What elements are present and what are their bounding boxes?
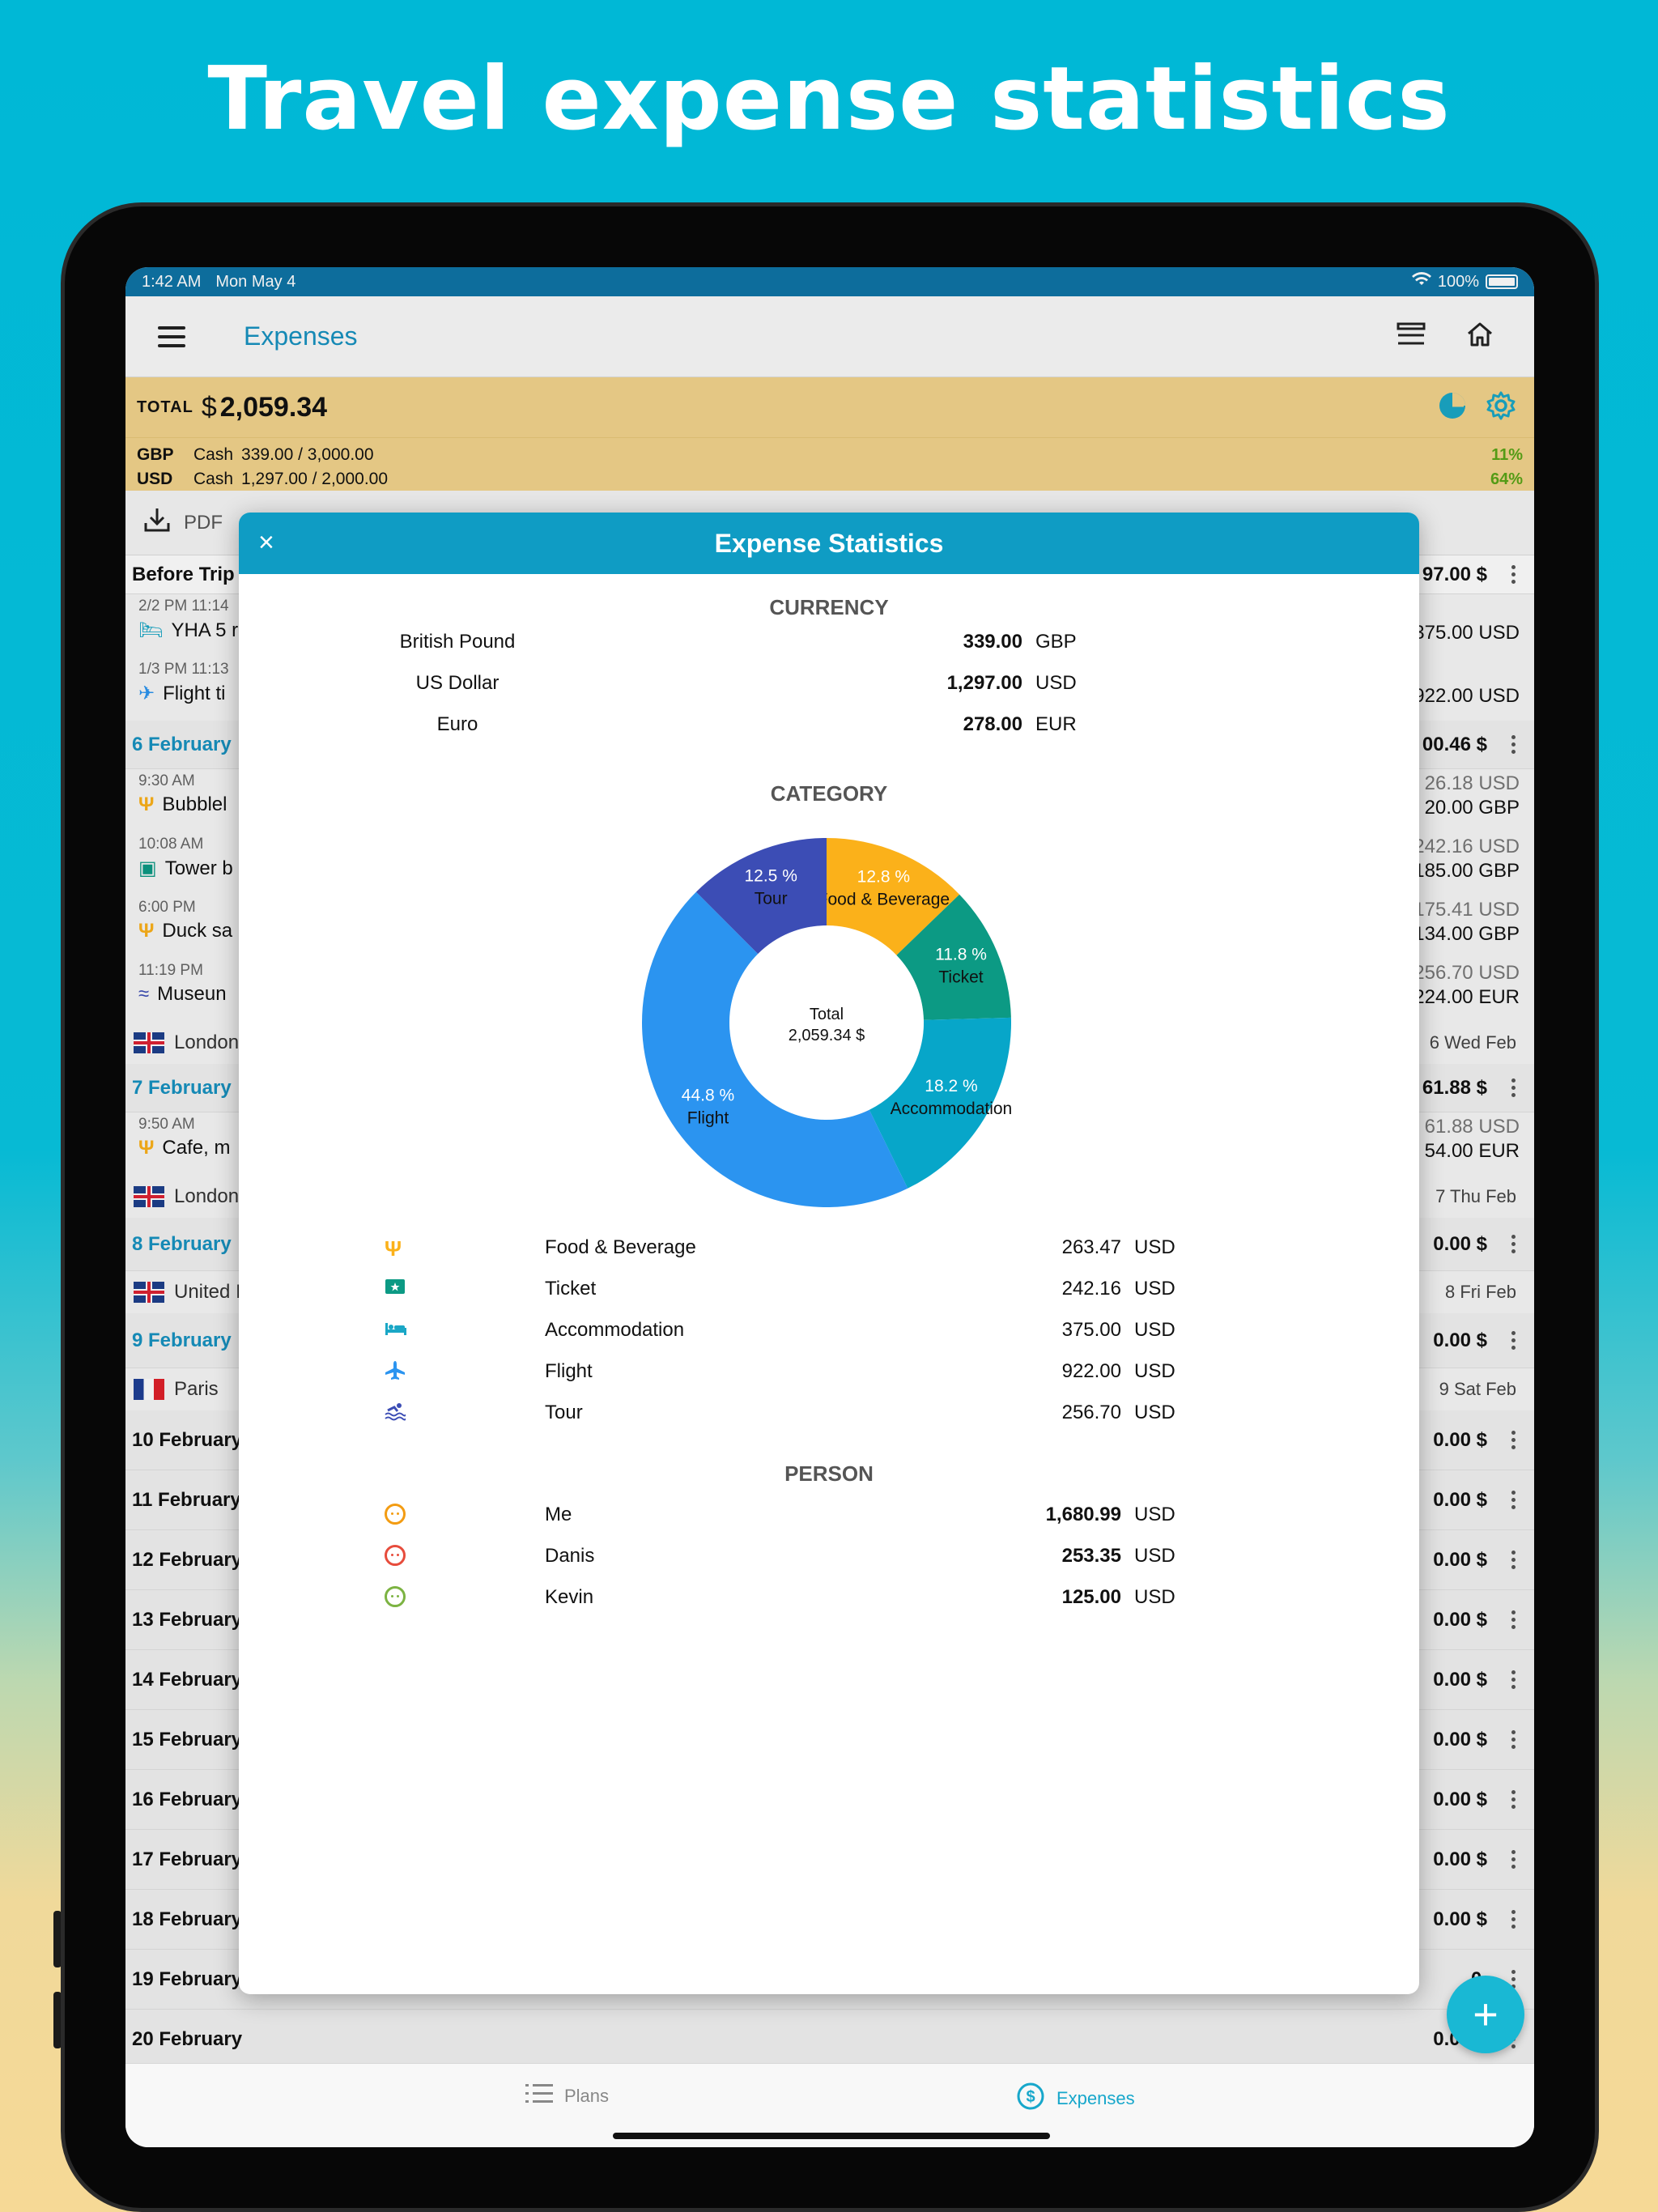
category-row: Flight 922.00 USD — [239, 1360, 1419, 1397]
swim-icon — [385, 1402, 406, 1427]
nav-title: Expenses — [244, 321, 358, 351]
fork-knife-icon: Ψ — [138, 793, 155, 815]
currency-row: US Dollar 1,297.00 USD — [415, 672, 1077, 694]
donut-slice-pct-label: 12.5 % — [744, 867, 797, 886]
donut-slice-food-beverage[interactable] — [827, 838, 960, 955]
donut-center-label: Total — [810, 1006, 844, 1023]
tab-expenses[interactable]: $ Expenses — [1016, 2082, 1135, 2116]
battery-label: 100% — [1437, 272, 1479, 291]
download-icon[interactable] — [143, 507, 171, 538]
fork-knife-icon: Ψ — [385, 1236, 402, 1261]
person-kevin-avatar-icon — [385, 1586, 406, 1613]
dollar-circle-icon: $ — [1016, 2082, 1045, 2116]
headline: Travel expense statistics — [207, 49, 1451, 150]
pdf-button[interactable]: PDF — [184, 511, 223, 534]
donut-slice-name-label: Food & Beverage — [818, 890, 950, 908]
airplane-icon — [385, 1360, 406, 1387]
person-danis-avatar-icon — [385, 1545, 406, 1572]
layout-icon[interactable] — [1397, 322, 1426, 351]
uk-flag-icon — [134, 1282, 164, 1303]
fork-knife-icon: Ψ — [138, 920, 155, 942]
pie-chart-icon[interactable] — [1437, 390, 1468, 425]
total-amount: $2,059.34 — [201, 391, 328, 423]
modal-title: Expense Statistics — [714, 528, 944, 558]
donut-slice-flight[interactable] — [642, 891, 908, 1207]
settings-gear-icon[interactable] — [1486, 390, 1516, 425]
fork-knife-icon: Ψ — [138, 1137, 155, 1159]
ticket-icon — [385, 1278, 406, 1301]
wifi-icon — [1411, 272, 1431, 291]
tab-plans[interactable]: Plans — [525, 2082, 609, 2111]
currency-row: British Pound 339.00 GBP — [399, 631, 1077, 653]
category-donut-chart: 12.8 % Food & Beverage 11.8 % Ticket 18.2 % A… — [632, 828, 1021, 1217]
screen: 1:42 AM Mon May 4 100% Expenses TOTAL $2… — [125, 267, 1534, 2147]
home-icon[interactable] — [1466, 321, 1494, 351]
donut-slice-pct-label: 12.8 % — [857, 867, 910, 886]
ticket-icon: ▣ — [138, 857, 157, 879]
uk-flag-icon — [134, 1186, 164, 1207]
add-expense-button[interactable]: + — [1447, 1976, 1524, 2053]
person-row: Me 1,680.99 USD — [239, 1504, 1419, 1541]
svg-text:$: $ — [1026, 2088, 1035, 2106]
side-button — [53, 1992, 62, 2048]
uk-flag-icon — [134, 1032, 164, 1053]
battery-icon — [1486, 274, 1518, 289]
donut-slice-name-label: Tour — [755, 890, 788, 908]
person-row: Danis 253.35 USD — [239, 1545, 1419, 1582]
total-label: TOTAL — [137, 398, 193, 416]
close-button[interactable]: × — [258, 527, 274, 558]
airplane-icon: ✈︎ — [138, 683, 155, 704]
currency-section-title: CURRENCY — [769, 595, 889, 619]
donut-slice-pct-label: 44.8 % — [682, 1087, 734, 1105]
cash-row-gbp: GBP Cash 339.00 / 3,000.00 11% — [137, 445, 1523, 464]
person-section-title: PERSON — [784, 1461, 874, 1486]
status-bar: 1:42 AM Mon May 4 100% — [125, 267, 1534, 296]
modal-header: × Expense Statistics — [239, 513, 1419, 574]
category-row: Accommodation 375.00 USD — [239, 1319, 1419, 1356]
currency-row: Euro 278.00 EUR — [436, 713, 1077, 735]
donut-hole — [741, 937, 912, 1108]
person-row: Kevin 125.00 USD — [239, 1586, 1419, 1623]
donut-slice-name-label: Accommodation — [891, 1100, 1013, 1118]
category-row: Ticket 242.16 USD — [239, 1278, 1419, 1315]
nav-bar: Expenses — [125, 296, 1534, 377]
cash-summary: GBP Cash 339.00 / 3,000.00 11% USD Cash 1,297… — [125, 437, 1534, 491]
donut-slice-pct-label: 11.8 % — [935, 945, 987, 963]
donut-svg: 12.8 % Food & Beverage 11.8 % Ticket 18.2 % A… — [642, 838, 1013, 1207]
person-me-avatar-icon — [385, 1504, 406, 1530]
donut-slice-ticket[interactable] — [896, 894, 1011, 1020]
cash-row-usd: USD Cash 1,297.00 / 2,000.00 64% — [137, 470, 1523, 488]
category-row: Tour 256.70 USD — [239, 1402, 1419, 1439]
category-section-title: CATEGORY — [770, 781, 888, 806]
bed-icon: 🛌︎ — [138, 619, 164, 641]
category-row: Ψ Food & Beverage 263.47 USD — [385, 1236, 1175, 1261]
home-indicator — [613, 2133, 1050, 2139]
france-flag-icon — [134, 1379, 164, 1400]
list-icon — [525, 2082, 553, 2111]
donut-slice-name-label: Flight — [687, 1109, 729, 1128]
status-time: 1:42 AM — [142, 272, 202, 291]
total-bar: TOTAL $2,059.34 — [125, 377, 1534, 437]
donut-slice-pct-label: 18.2 % — [925, 1077, 977, 1095]
menu-icon[interactable] — [158, 325, 187, 347]
status-date: Mon May 4 — [215, 272, 296, 291]
expense-statistics-modal: × Expense Statistics CURRENCY British Po… — [239, 513, 1419, 1994]
donut-center-value: 2,059.34 $ — [789, 1027, 865, 1044]
side-button — [53, 1911, 62, 1967]
donut-slice-name-label: Ticket — [938, 968, 983, 986]
swim-icon: ≈ — [138, 983, 150, 1005]
donut-slice-tour[interactable] — [695, 838, 827, 955]
donut-slice-accommodation[interactable] — [869, 1017, 1011, 1189]
bed-icon — [385, 1319, 407, 1342]
